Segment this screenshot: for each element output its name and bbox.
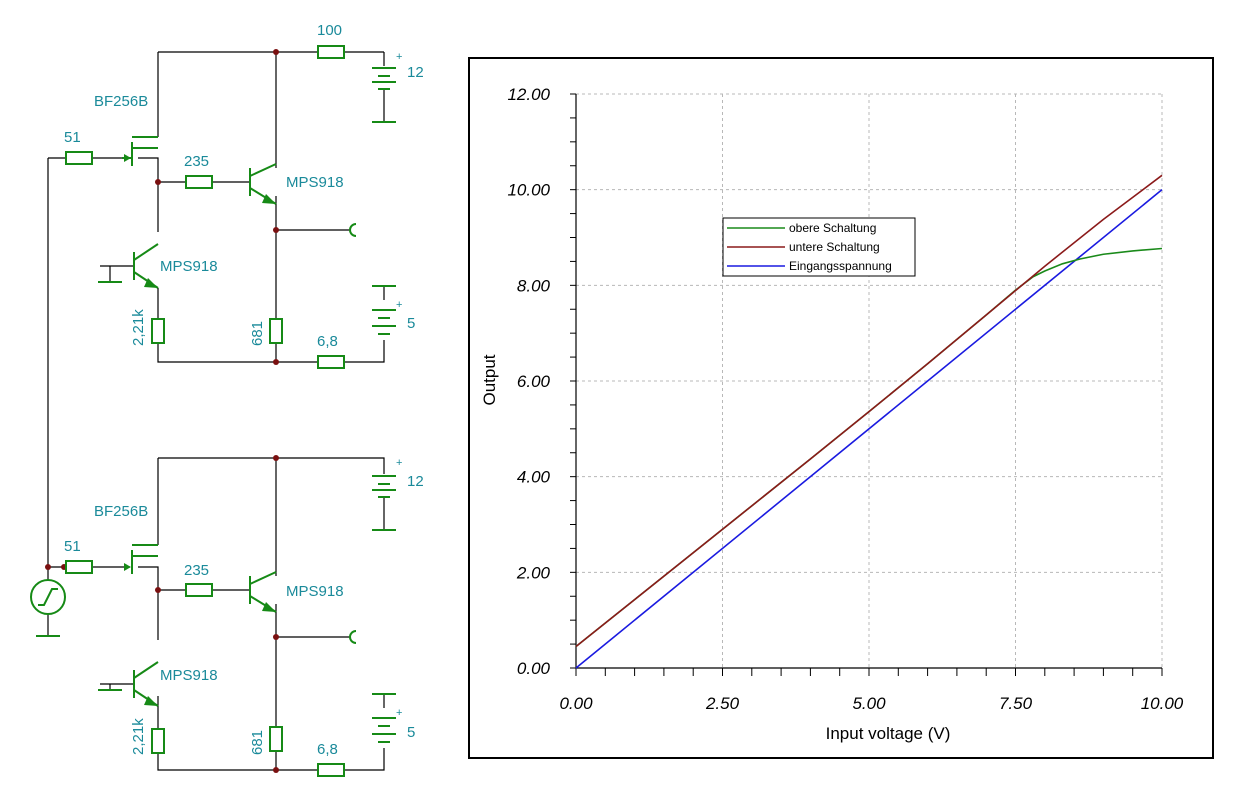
label-v-pos: 12 <box>407 64 424 81</box>
x-tick-label: 5.00 <box>852 694 886 713</box>
circuit-schematic: 100 + 12 BF256B 51 235 MPS918 MPS918 + 5… <box>30 22 424 777</box>
y-tick-label: 6.00 <box>517 372 551 391</box>
node-dot <box>155 587 161 593</box>
label-jfet: BF256B <box>94 93 148 110</box>
x-axis-title: Input voltage (V) <box>826 724 951 743</box>
node-dot <box>273 359 279 365</box>
jfet-symbol <box>122 136 158 166</box>
npn-output-transistor <box>249 571 277 613</box>
label-v-pos: 12 <box>407 473 424 490</box>
node-dot <box>273 227 279 233</box>
bottom-circuit: + 12 BF256B 51 235 MPS918 MPS918 + 5 2,2… <box>30 455 424 777</box>
label-jfet: BF256B <box>94 503 148 520</box>
y-tick-label: 4.00 <box>517 468 551 487</box>
label-r-src: 2,21k <box>130 718 147 755</box>
label-r-src: 2,21k <box>130 309 147 346</box>
label-q-src: MPS918 <box>160 258 218 275</box>
npn-source-transistor <box>133 243 159 289</box>
top-circuit: 100 + 12 BF256B 51 235 MPS918 MPS918 + 5… <box>47 22 424 567</box>
node-dot <box>155 179 161 185</box>
chart-legend: obere Schaltung untere Schaltung Eingangss… <box>722 217 916 277</box>
node-dot <box>273 49 279 55</box>
node-dot <box>273 634 279 640</box>
output-terminal <box>349 630 357 644</box>
y-tick-label: 10.00 <box>507 181 550 200</box>
label-r-supply: 100 <box>317 22 342 39</box>
label-r-load: 681 <box>249 730 266 755</box>
npn-source-transistor <box>133 661 159 707</box>
label-r-base: 235 <box>184 153 209 170</box>
y-tick-label: 0.00 <box>517 659 551 678</box>
x-tick-label: 0.00 <box>559 694 593 713</box>
x-tick-label: 2.50 <box>705 694 740 713</box>
x-tick-label: 10.00 <box>1141 694 1184 713</box>
y-tick-label: 8.00 <box>517 276 551 295</box>
label-r-neg: 6,8 <box>317 741 338 758</box>
label-r-in: 51 <box>64 538 81 555</box>
y-axis-title: Output <box>480 354 499 405</box>
output-terminal <box>349 223 357 237</box>
label-plus: + <box>396 707 402 719</box>
jfet-symbol <box>124 544 158 574</box>
label-plus: + <box>396 299 402 311</box>
chart-series <box>575 174 1163 669</box>
label-plus: + <box>396 51 402 63</box>
label-r-in: 51 <box>64 129 81 146</box>
label-q-out: MPS918 <box>286 174 344 191</box>
chart-frame <box>468 57 1214 759</box>
label-v-neg: 5 <box>407 315 415 332</box>
label-v-neg: 5 <box>407 724 415 741</box>
x-tick-label: 7.50 <box>999 694 1033 713</box>
node-dot <box>273 767 279 773</box>
label-r-base: 235 <box>184 562 209 579</box>
legend-label: Eingangsspannung <box>789 259 892 273</box>
battery-5v <box>372 693 396 743</box>
node-dot <box>45 564 51 570</box>
series-line-3 <box>575 189 1163 669</box>
series-line-2 <box>575 174 1163 648</box>
battery-12v <box>372 475 396 498</box>
label-r-neg: 6,8 <box>317 333 338 350</box>
legend-label: obere Schaltung <box>789 221 876 235</box>
label-q-out: MPS918 <box>286 583 344 600</box>
label-q-src: MPS918 <box>160 667 218 684</box>
chart-axes: 0.00 2.50 5.00 7.50 10.00 0.00 2.00 4.00 6.00 8.0… <box>507 85 1183 713</box>
battery-5v <box>372 285 396 335</box>
signal-source-icon <box>30 579 66 637</box>
y-tick-label: 12.00 <box>507 85 550 104</box>
npn-output-transistor <box>249 163 277 205</box>
y-tick-label: 2.00 <box>516 563 551 582</box>
label-plus: + <box>396 457 402 469</box>
legend-label: untere Schaltung <box>789 240 880 254</box>
battery-12v <box>372 67 396 90</box>
node-dot <box>273 455 279 461</box>
label-r-load: 681 <box>249 321 266 346</box>
